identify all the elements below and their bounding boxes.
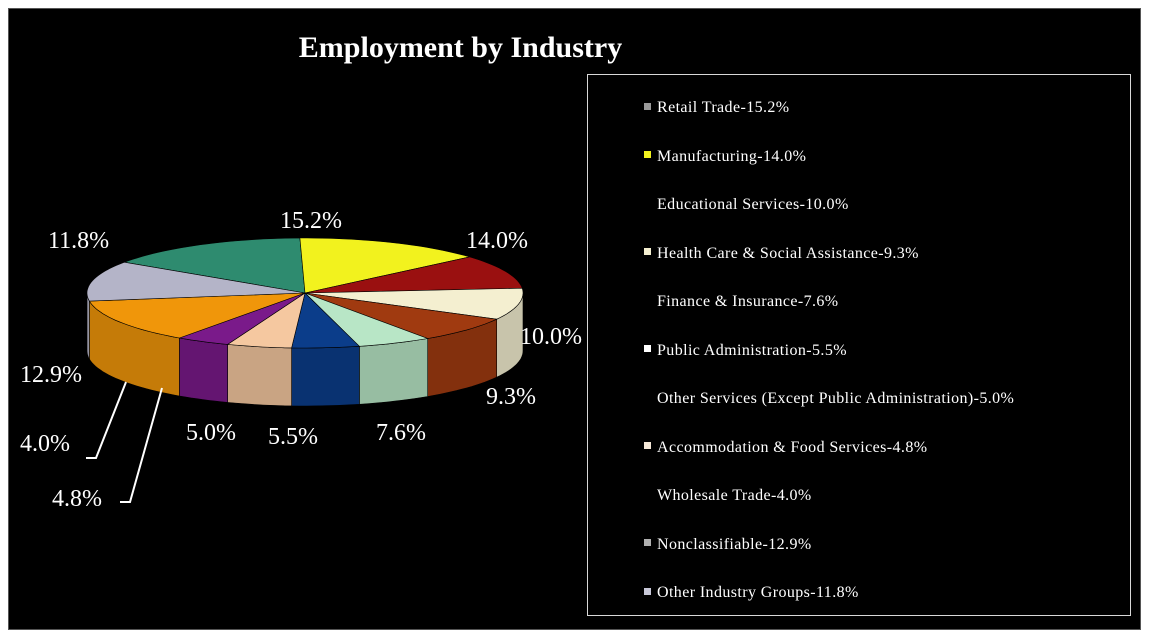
legend-swatch bbox=[644, 587, 651, 595]
pie-slice-1 bbox=[123, 237, 306, 294]
legend-label: Other Industry Groups-11.8% bbox=[657, 584, 859, 601]
legend-swatch bbox=[644, 490, 651, 498]
legend-swatch bbox=[644, 539, 651, 547]
legend-item: Educational Services-10.0% bbox=[644, 194, 849, 216]
legend-item: Health Care & Social Assistance-9.3% bbox=[644, 243, 919, 265]
legend-item: Manufacturing-14.0% bbox=[644, 146, 806, 168]
data-label-7: 5.0% bbox=[186, 420, 236, 446]
legend-label: Health Care & Social Assistance-9.3% bbox=[657, 244, 919, 262]
legend-label: Wholesale Trade-4.0% bbox=[657, 487, 812, 504]
pie-slice-3 bbox=[304, 256, 523, 294]
legend-swatch bbox=[644, 151, 651, 159]
legend-label: Other Services (Except Public Administra… bbox=[657, 390, 1015, 407]
legend-label: Public Administration-5.5% bbox=[657, 341, 847, 359]
pie-slice-side-6 bbox=[359, 338, 428, 405]
data-label-5: 7.6% bbox=[376, 420, 426, 446]
legend-swatch bbox=[644, 102, 651, 110]
legend-swatch bbox=[644, 393, 651, 401]
legend-label: Finance & Insurance-7.6% bbox=[657, 293, 839, 310]
data-label-11: 11.8% bbox=[48, 228, 109, 254]
legend-label: Nonclassifiable-12.9% bbox=[657, 535, 812, 553]
legend-swatch bbox=[644, 199, 651, 207]
chart-legend: Retail Trade-15.2% Manufacturing-14.0% Edu… bbox=[587, 74, 1131, 616]
chart-title: Employment by Industry bbox=[298, 31, 623, 64]
pie-slice-8 bbox=[226, 292, 306, 349]
data-label-3: 10.0% bbox=[520, 324, 582, 350]
leader-line-1 bbox=[120, 387, 163, 503]
data-label-2: 14.0% bbox=[466, 228, 528, 254]
pie-slice-side-7 bbox=[291, 345, 360, 407]
pie-slice-side-8 bbox=[227, 344, 292, 407]
pie-slice-9 bbox=[179, 292, 306, 345]
legend-swatch bbox=[644, 345, 651, 353]
data-label-9: 4.0% bbox=[20, 431, 70, 457]
pie-slice-11 bbox=[86, 261, 306, 302]
legend-item: Accommodation & Food Services-4.8% bbox=[644, 437, 927, 459]
pie-slice-10 bbox=[88, 292, 306, 339]
legend-swatch bbox=[644, 442, 651, 450]
legend-swatch bbox=[644, 296, 651, 304]
data-label-8: 4.8% bbox=[52, 486, 102, 512]
pie-slice-side-9 bbox=[179, 337, 228, 403]
leader-line-2 bbox=[86, 381, 127, 459]
legend-label: Accommodation & Food Services-4.8% bbox=[657, 438, 928, 456]
legend-item: Wholesale Trade-4.0% bbox=[644, 485, 812, 507]
legend-label: Manufacturing-14.0% bbox=[657, 147, 807, 165]
data-label-4: 9.3% bbox=[486, 384, 536, 410]
pie-slice-side-11 bbox=[86, 292, 90, 361]
legend-swatch bbox=[644, 248, 651, 256]
pie-slice-5 bbox=[304, 292, 498, 339]
legend-item: Other Services (Except Public Administra… bbox=[644, 388, 1014, 410]
legend-item: Finance & Insurance-7.6% bbox=[644, 291, 839, 313]
data-label-6: 5.5% bbox=[268, 424, 318, 450]
legend-item: Public Administration-5.5% bbox=[644, 340, 847, 362]
legend-item: Other Industry Groups-11.8% bbox=[644, 582, 859, 604]
pie-slice-2 bbox=[299, 237, 470, 294]
pie-slice-7 bbox=[291, 292, 361, 349]
legend-label: Educational Services-10.0% bbox=[657, 196, 849, 213]
pie-slice-4 bbox=[304, 287, 524, 320]
data-label-1: 15.2% bbox=[280, 208, 342, 234]
legend-item: Retail Trade-15.2% bbox=[644, 97, 790, 119]
legend-item: Nonclassifiable-12.9% bbox=[644, 534, 812, 556]
pie-slice-6 bbox=[304, 292, 429, 347]
data-label-10: 12.9% bbox=[20, 362, 82, 388]
legend-label: Retail Trade-15.2% bbox=[657, 99, 790, 116]
